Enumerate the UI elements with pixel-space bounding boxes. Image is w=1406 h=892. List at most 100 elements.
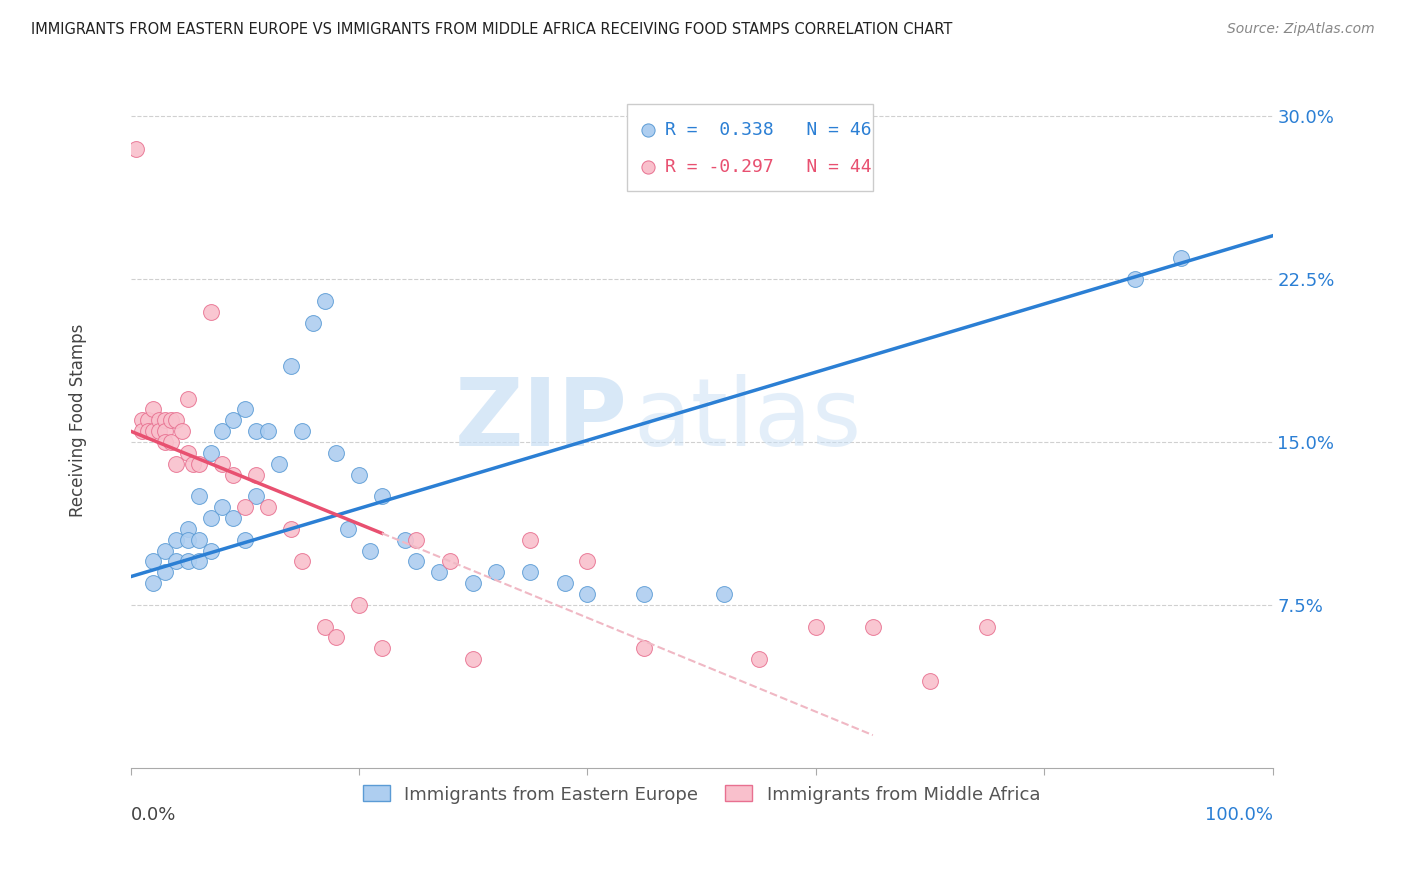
Point xyxy=(188,489,211,503)
Point xyxy=(200,305,222,319)
Point xyxy=(427,566,450,580)
Text: R = -0.297   N = 44: R = -0.297 N = 44 xyxy=(665,158,872,176)
Point xyxy=(200,511,222,525)
Point xyxy=(245,467,267,482)
Point xyxy=(233,533,256,547)
Point xyxy=(211,457,233,471)
Point xyxy=(142,402,165,417)
Point xyxy=(394,533,416,547)
Point xyxy=(153,566,176,580)
Point xyxy=(256,500,278,515)
Point xyxy=(347,467,370,482)
Point xyxy=(336,522,359,536)
Point xyxy=(142,554,165,568)
Point xyxy=(576,587,599,601)
Point xyxy=(200,543,222,558)
Point xyxy=(177,522,200,536)
Point xyxy=(291,554,314,568)
Point xyxy=(131,413,153,427)
Point xyxy=(165,413,187,427)
Point xyxy=(463,652,485,666)
FancyBboxPatch shape xyxy=(627,104,873,191)
Point xyxy=(519,533,541,547)
Text: Source: ZipAtlas.com: Source: ZipAtlas.com xyxy=(1227,22,1375,37)
Point xyxy=(325,631,347,645)
Point xyxy=(211,500,233,515)
Point xyxy=(211,424,233,438)
Point xyxy=(153,543,176,558)
Point xyxy=(131,424,153,438)
Point xyxy=(142,576,165,591)
Text: 100.0%: 100.0% xyxy=(1205,805,1272,824)
Text: ZIP: ZIP xyxy=(454,375,627,467)
Point xyxy=(314,619,336,633)
Point xyxy=(463,576,485,591)
Legend: Immigrants from Eastern Europe, Immigrants from Middle Africa: Immigrants from Eastern Europe, Immigran… xyxy=(356,778,1047,811)
Point xyxy=(439,554,461,568)
Text: IMMIGRANTS FROM EASTERN EUROPE VS IMMIGRANTS FROM MIDDLE AFRICA RECEIVING FOOD S: IMMIGRANTS FROM EASTERN EUROPE VS IMMIGR… xyxy=(31,22,952,37)
Point xyxy=(291,424,314,438)
Point xyxy=(347,598,370,612)
Point xyxy=(245,489,267,503)
Point xyxy=(165,533,187,547)
Point xyxy=(267,457,290,471)
Point xyxy=(519,566,541,580)
Point xyxy=(245,424,267,438)
Point xyxy=(188,457,211,471)
Point xyxy=(148,413,170,427)
Text: 0.0%: 0.0% xyxy=(131,805,176,824)
Point xyxy=(222,511,245,525)
Point xyxy=(256,424,278,438)
Point xyxy=(188,554,211,568)
Point xyxy=(233,402,256,417)
Text: Receiving Food Stamps: Receiving Food Stamps xyxy=(69,324,87,517)
Point xyxy=(222,467,245,482)
Point xyxy=(713,587,735,601)
Point xyxy=(183,457,205,471)
Point xyxy=(554,576,576,591)
Point xyxy=(371,489,394,503)
Point xyxy=(142,424,165,438)
Point xyxy=(918,673,941,688)
Point xyxy=(302,316,325,330)
Point xyxy=(976,619,998,633)
Text: atlas: atlas xyxy=(633,375,862,467)
Point xyxy=(177,446,200,460)
Point xyxy=(280,359,302,373)
Point xyxy=(314,293,336,308)
Point xyxy=(200,446,222,460)
Point xyxy=(405,554,427,568)
Point xyxy=(1125,272,1147,286)
Point xyxy=(371,641,394,656)
Point xyxy=(233,500,256,515)
Point xyxy=(576,554,599,568)
Point xyxy=(862,619,884,633)
Point xyxy=(325,446,347,460)
Point xyxy=(1170,251,1192,265)
Point xyxy=(405,533,427,547)
Point xyxy=(136,424,159,438)
Point xyxy=(136,413,159,427)
Point xyxy=(359,543,381,558)
Point xyxy=(165,554,187,568)
Point xyxy=(159,413,181,427)
Point xyxy=(148,424,170,438)
Point xyxy=(153,435,176,450)
Point xyxy=(633,641,655,656)
Point xyxy=(485,566,508,580)
Point xyxy=(177,554,200,568)
Point xyxy=(170,424,193,438)
Point xyxy=(153,413,176,427)
Point xyxy=(177,533,200,547)
Point xyxy=(159,435,181,450)
Point xyxy=(280,522,302,536)
Point xyxy=(165,457,187,471)
Point xyxy=(188,533,211,547)
Point xyxy=(125,142,148,156)
Point xyxy=(222,413,245,427)
Point xyxy=(153,424,176,438)
Point xyxy=(177,392,200,406)
Point xyxy=(633,587,655,601)
Text: R =  0.338   N = 46: R = 0.338 N = 46 xyxy=(665,121,872,139)
Point xyxy=(804,619,827,633)
